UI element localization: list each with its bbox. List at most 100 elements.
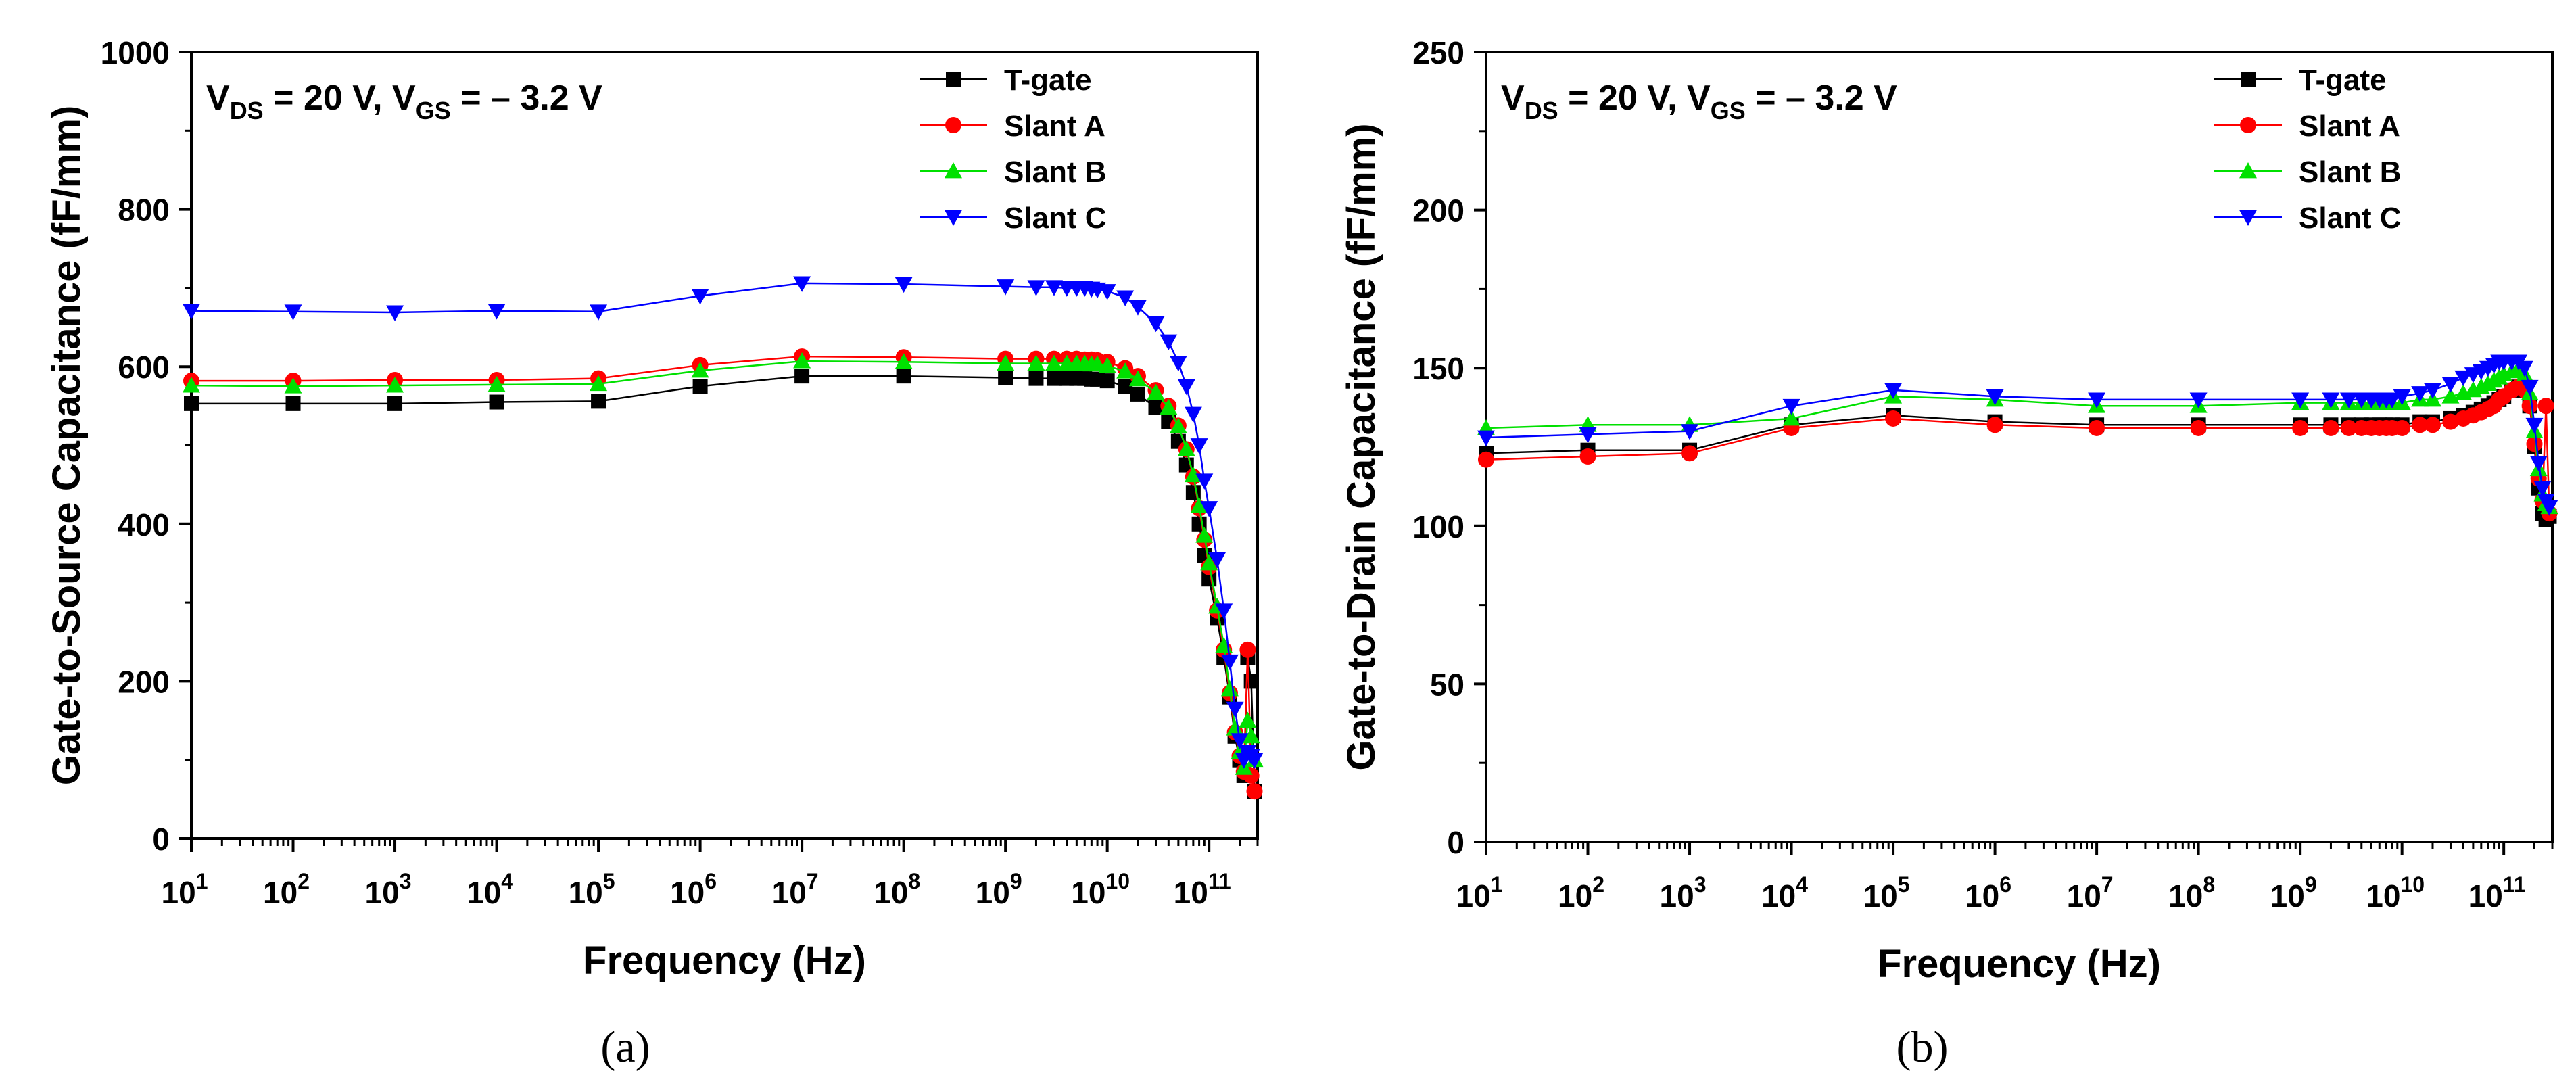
data-point bbox=[2393, 389, 2411, 406]
data-point bbox=[1148, 400, 1164, 415]
data-point bbox=[2521, 398, 2538, 415]
data-point bbox=[2292, 419, 2309, 436]
bias-annotation: VDS = 20 V, VGS = – 3.2 V bbox=[1501, 78, 1897, 124]
data-point bbox=[1116, 362, 1135, 379]
panel-a: 0 200 400 600 800 1000 101 102 103 104 105 106 107 10… bbox=[45, 35, 1264, 1072]
x-tick-label: 105 bbox=[569, 869, 615, 910]
data-point bbox=[1027, 280, 1045, 296]
data-point bbox=[1147, 383, 1165, 400]
data-point bbox=[794, 369, 810, 384]
data-point bbox=[895, 277, 913, 293]
data-point bbox=[1027, 354, 1045, 371]
data-point bbox=[1231, 733, 1249, 749]
data-point bbox=[1184, 466, 1202, 483]
y-tick-label: 250 bbox=[1412, 35, 1464, 70]
data-point bbox=[1478, 451, 1494, 468]
data-point bbox=[590, 304, 608, 321]
data-point bbox=[1884, 383, 1903, 399]
data-point bbox=[1160, 398, 1178, 415]
data-point bbox=[386, 377, 404, 393]
data-point bbox=[285, 396, 301, 411]
x-tick-label: 101 bbox=[1456, 872, 1503, 914]
y-tick-label: 50 bbox=[1430, 667, 1464, 702]
data-point bbox=[2088, 392, 2106, 408]
data-point bbox=[2339, 392, 2358, 408]
data-point bbox=[1226, 701, 1244, 718]
data-point bbox=[1986, 389, 2004, 406]
series-line bbox=[191, 360, 1256, 768]
legend-marker bbox=[946, 72, 961, 87]
data-point bbox=[2537, 398, 2554, 415]
legend-marker bbox=[945, 162, 962, 179]
data-point bbox=[2291, 392, 2310, 408]
data-point bbox=[2322, 419, 2339, 436]
data-point bbox=[1098, 284, 1116, 300]
data-point bbox=[1579, 448, 1596, 465]
data-point bbox=[1220, 654, 1239, 671]
y-tick-label: 200 bbox=[118, 664, 170, 699]
data-point bbox=[487, 304, 506, 320]
x-tick-label: 1010 bbox=[1071, 869, 1130, 910]
data-point bbox=[1200, 554, 1218, 571]
data-point bbox=[2423, 383, 2441, 399]
data-point bbox=[1118, 379, 1133, 394]
legend-label: T-gate bbox=[1004, 64, 1092, 97]
legend-label: Slant C bbox=[2299, 202, 2402, 235]
series-line bbox=[191, 355, 1256, 792]
data-point bbox=[1477, 430, 1495, 446]
series-line bbox=[1485, 367, 2550, 508]
data-point bbox=[2441, 377, 2460, 393]
data-point bbox=[1098, 357, 1116, 373]
bias-annotation: VDS = 20 V, VGS = – 3.2 V bbox=[206, 78, 602, 124]
legend-label: Slant B bbox=[2299, 156, 2402, 189]
data-point bbox=[1200, 501, 1218, 517]
data-point bbox=[1128, 300, 1147, 316]
x-tick-label: 102 bbox=[263, 869, 310, 910]
data-point bbox=[1116, 290, 1135, 306]
data-point bbox=[487, 375, 506, 392]
data-point bbox=[1246, 783, 1263, 800]
data-point bbox=[2526, 435, 2543, 452]
y-tick-label: 200 bbox=[1412, 193, 1464, 229]
data-point bbox=[691, 362, 709, 378]
y-tick-label: 150 bbox=[1412, 351, 1464, 386]
data-point bbox=[1190, 438, 1208, 454]
x-tick-label: 109 bbox=[976, 869, 1022, 910]
x-tick-label: 106 bbox=[670, 869, 717, 910]
data-point bbox=[1782, 409, 1800, 426]
legend-label: Slant A bbox=[1004, 110, 1105, 143]
data-point bbox=[2525, 417, 2544, 434]
data-point bbox=[2454, 370, 2473, 387]
data-point bbox=[387, 396, 403, 411]
legend-label: T-gate bbox=[2299, 64, 2387, 97]
data-point bbox=[692, 379, 708, 394]
panel-caption: (b) bbox=[1897, 1022, 1949, 1072]
data-point bbox=[2424, 417, 2441, 433]
y-tick-label: 100 bbox=[1412, 509, 1464, 544]
data-point bbox=[1885, 410, 1902, 427]
legend-label: Slant B bbox=[1004, 156, 1107, 189]
y-tick-label: 600 bbox=[118, 350, 170, 385]
data-point bbox=[1045, 354, 1063, 371]
y-tick-label: 1000 bbox=[101, 35, 170, 70]
data-point bbox=[997, 279, 1015, 296]
x-tick-label: 105 bbox=[1863, 872, 1910, 914]
data-point bbox=[2529, 455, 2548, 472]
y-tick-label: 0 bbox=[1447, 825, 1464, 860]
legend-marker bbox=[2241, 72, 2256, 87]
data-point bbox=[1782, 398, 1800, 415]
data-point bbox=[1245, 753, 1264, 769]
data-point bbox=[284, 304, 302, 321]
data-point bbox=[2515, 360, 2533, 377]
data-point bbox=[1190, 497, 1208, 513]
data-point bbox=[896, 369, 911, 384]
y-axis-title: Gate-to-Drain Capacitance (fF/mm) bbox=[1339, 123, 1383, 770]
x-tick-label: 106 bbox=[1965, 872, 2011, 914]
data-point bbox=[1208, 552, 1226, 569]
data-point bbox=[1681, 424, 1699, 440]
data-point bbox=[386, 305, 404, 321]
data-point bbox=[1177, 440, 1195, 456]
data-point bbox=[2521, 379, 2539, 396]
data-point bbox=[1986, 417, 2003, 433]
